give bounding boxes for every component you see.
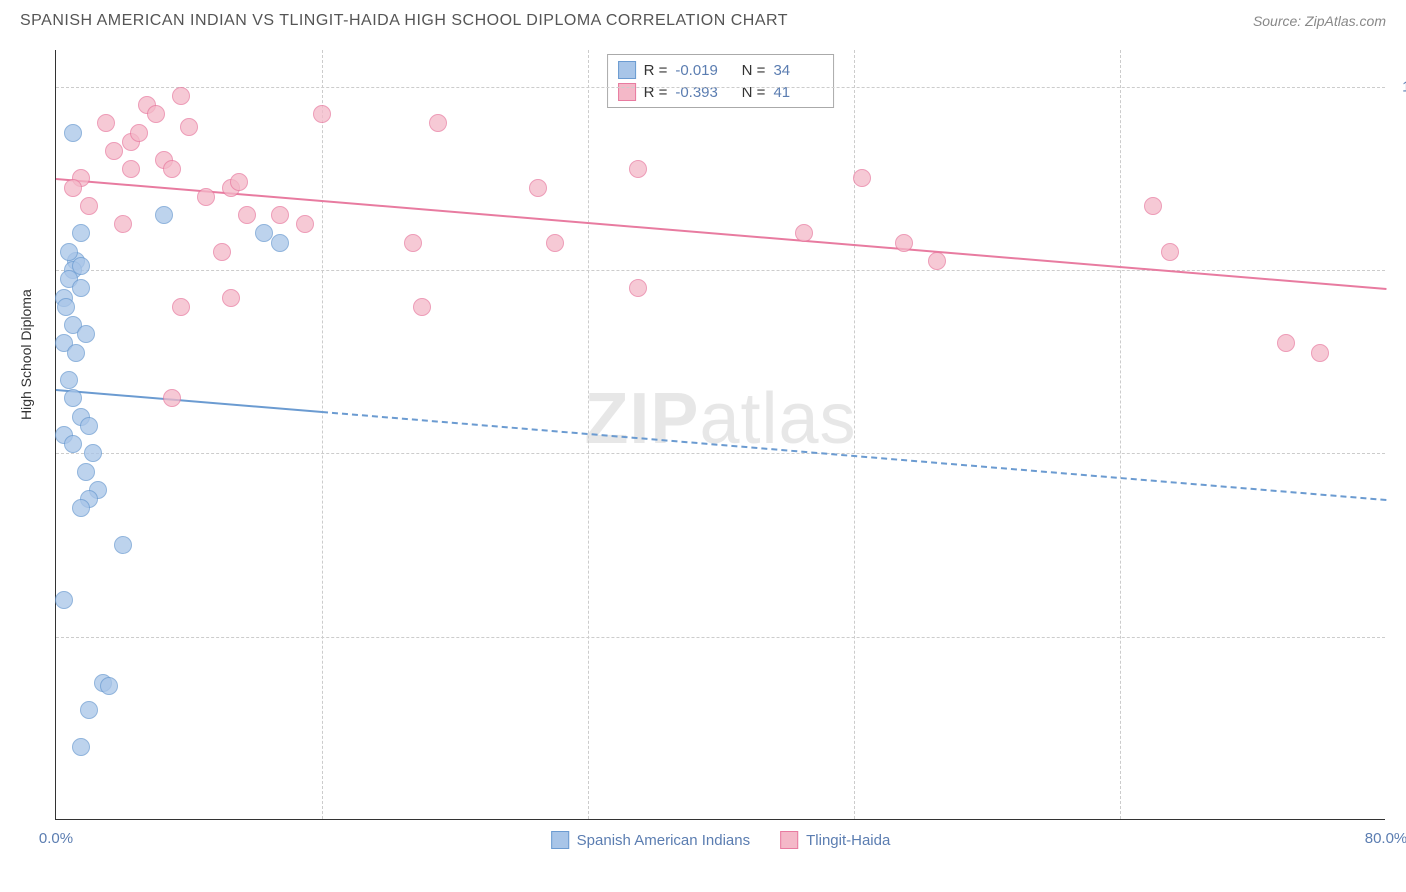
data-point	[629, 279, 647, 297]
legend-series-item: Tlingit-Haida	[780, 831, 890, 849]
gridline-h	[56, 453, 1385, 454]
data-point	[57, 298, 75, 316]
data-point	[313, 105, 331, 123]
data-point	[255, 224, 273, 242]
data-point	[197, 188, 215, 206]
data-point	[55, 591, 73, 609]
data-point	[404, 234, 422, 252]
data-point	[100, 677, 118, 695]
data-point	[222, 289, 240, 307]
legend-series-item: Spanish American Indians	[551, 831, 750, 849]
data-point	[629, 160, 647, 178]
gridline-v	[322, 50, 323, 819]
data-point	[84, 444, 102, 462]
data-point	[114, 215, 132, 233]
data-point	[1311, 344, 1329, 362]
data-point	[80, 197, 98, 215]
data-point	[271, 206, 289, 224]
gridline-h	[56, 87, 1385, 88]
data-point	[77, 463, 95, 481]
n-label: N =	[733, 62, 765, 79]
data-point	[122, 160, 140, 178]
data-point	[72, 224, 90, 242]
r-value: -0.019	[675, 62, 725, 79]
data-point	[163, 389, 181, 407]
data-point	[80, 417, 98, 435]
legend-swatch	[551, 831, 569, 849]
x-tick-label: 0.0%	[39, 830, 73, 847]
legend-stat-row: R = -0.393 N = 41	[618, 81, 824, 103]
data-point	[114, 536, 132, 554]
data-point	[97, 114, 115, 132]
data-point	[853, 169, 871, 187]
gridline-h	[56, 637, 1385, 638]
y-tick-label: 100.0%	[1402, 78, 1406, 95]
r-label: R =	[644, 62, 668, 79]
data-point	[72, 279, 90, 297]
data-point	[155, 206, 173, 224]
data-point	[67, 344, 85, 362]
data-point	[1144, 197, 1162, 215]
legend-stat-row: R = -0.019 N = 34	[618, 59, 824, 81]
data-point	[72, 257, 90, 275]
data-point	[180, 118, 198, 136]
gridline-v	[1120, 50, 1121, 819]
y-axis-label: High School Diploma	[18, 289, 34, 420]
data-point	[72, 499, 90, 517]
stats-legend: R = -0.019 N = 34R = -0.393 N = 41	[607, 54, 835, 108]
data-point	[529, 179, 547, 197]
watermark: ZIPatlas	[584, 378, 856, 460]
series-legend: Spanish American Indians Tlingit-Haida	[551, 831, 891, 849]
data-point	[928, 252, 946, 270]
source-label: Source: ZipAtlas.com	[1253, 13, 1386, 29]
data-point	[64, 124, 82, 142]
data-point	[105, 142, 123, 160]
data-point	[296, 215, 314, 233]
chart-plot-area: ZIPatlas R = -0.019 N = 34R = -0.393 N =…	[55, 50, 1385, 820]
data-point	[64, 389, 82, 407]
data-point	[271, 234, 289, 252]
legend-swatch	[780, 831, 798, 849]
chart-title: SPANISH AMERICAN INDIAN VS TLINGIT-HAIDA…	[20, 12, 788, 30]
gridline-v	[854, 50, 855, 819]
data-point	[238, 206, 256, 224]
data-point	[77, 325, 95, 343]
data-point	[213, 243, 231, 261]
data-point	[72, 738, 90, 756]
data-point	[546, 234, 564, 252]
legend-swatch	[618, 61, 636, 79]
data-point	[163, 160, 181, 178]
data-point	[1277, 334, 1295, 352]
data-point	[60, 371, 78, 389]
n-value: 34	[773, 62, 823, 79]
data-point	[413, 298, 431, 316]
data-point	[1161, 243, 1179, 261]
x-tick-label: 80.0%	[1365, 830, 1406, 847]
data-point	[130, 124, 148, 142]
data-point	[172, 298, 190, 316]
trend-line	[56, 389, 322, 413]
data-point	[172, 87, 190, 105]
data-point	[80, 701, 98, 719]
legend-series-name: Spanish American Indians	[577, 832, 750, 849]
data-point	[895, 234, 913, 252]
data-point	[147, 105, 165, 123]
data-point	[64, 179, 82, 197]
data-point	[230, 173, 248, 191]
data-point	[795, 224, 813, 242]
data-point	[64, 435, 82, 453]
data-point	[429, 114, 447, 132]
legend-series-name: Tlingit-Haida	[806, 832, 890, 849]
